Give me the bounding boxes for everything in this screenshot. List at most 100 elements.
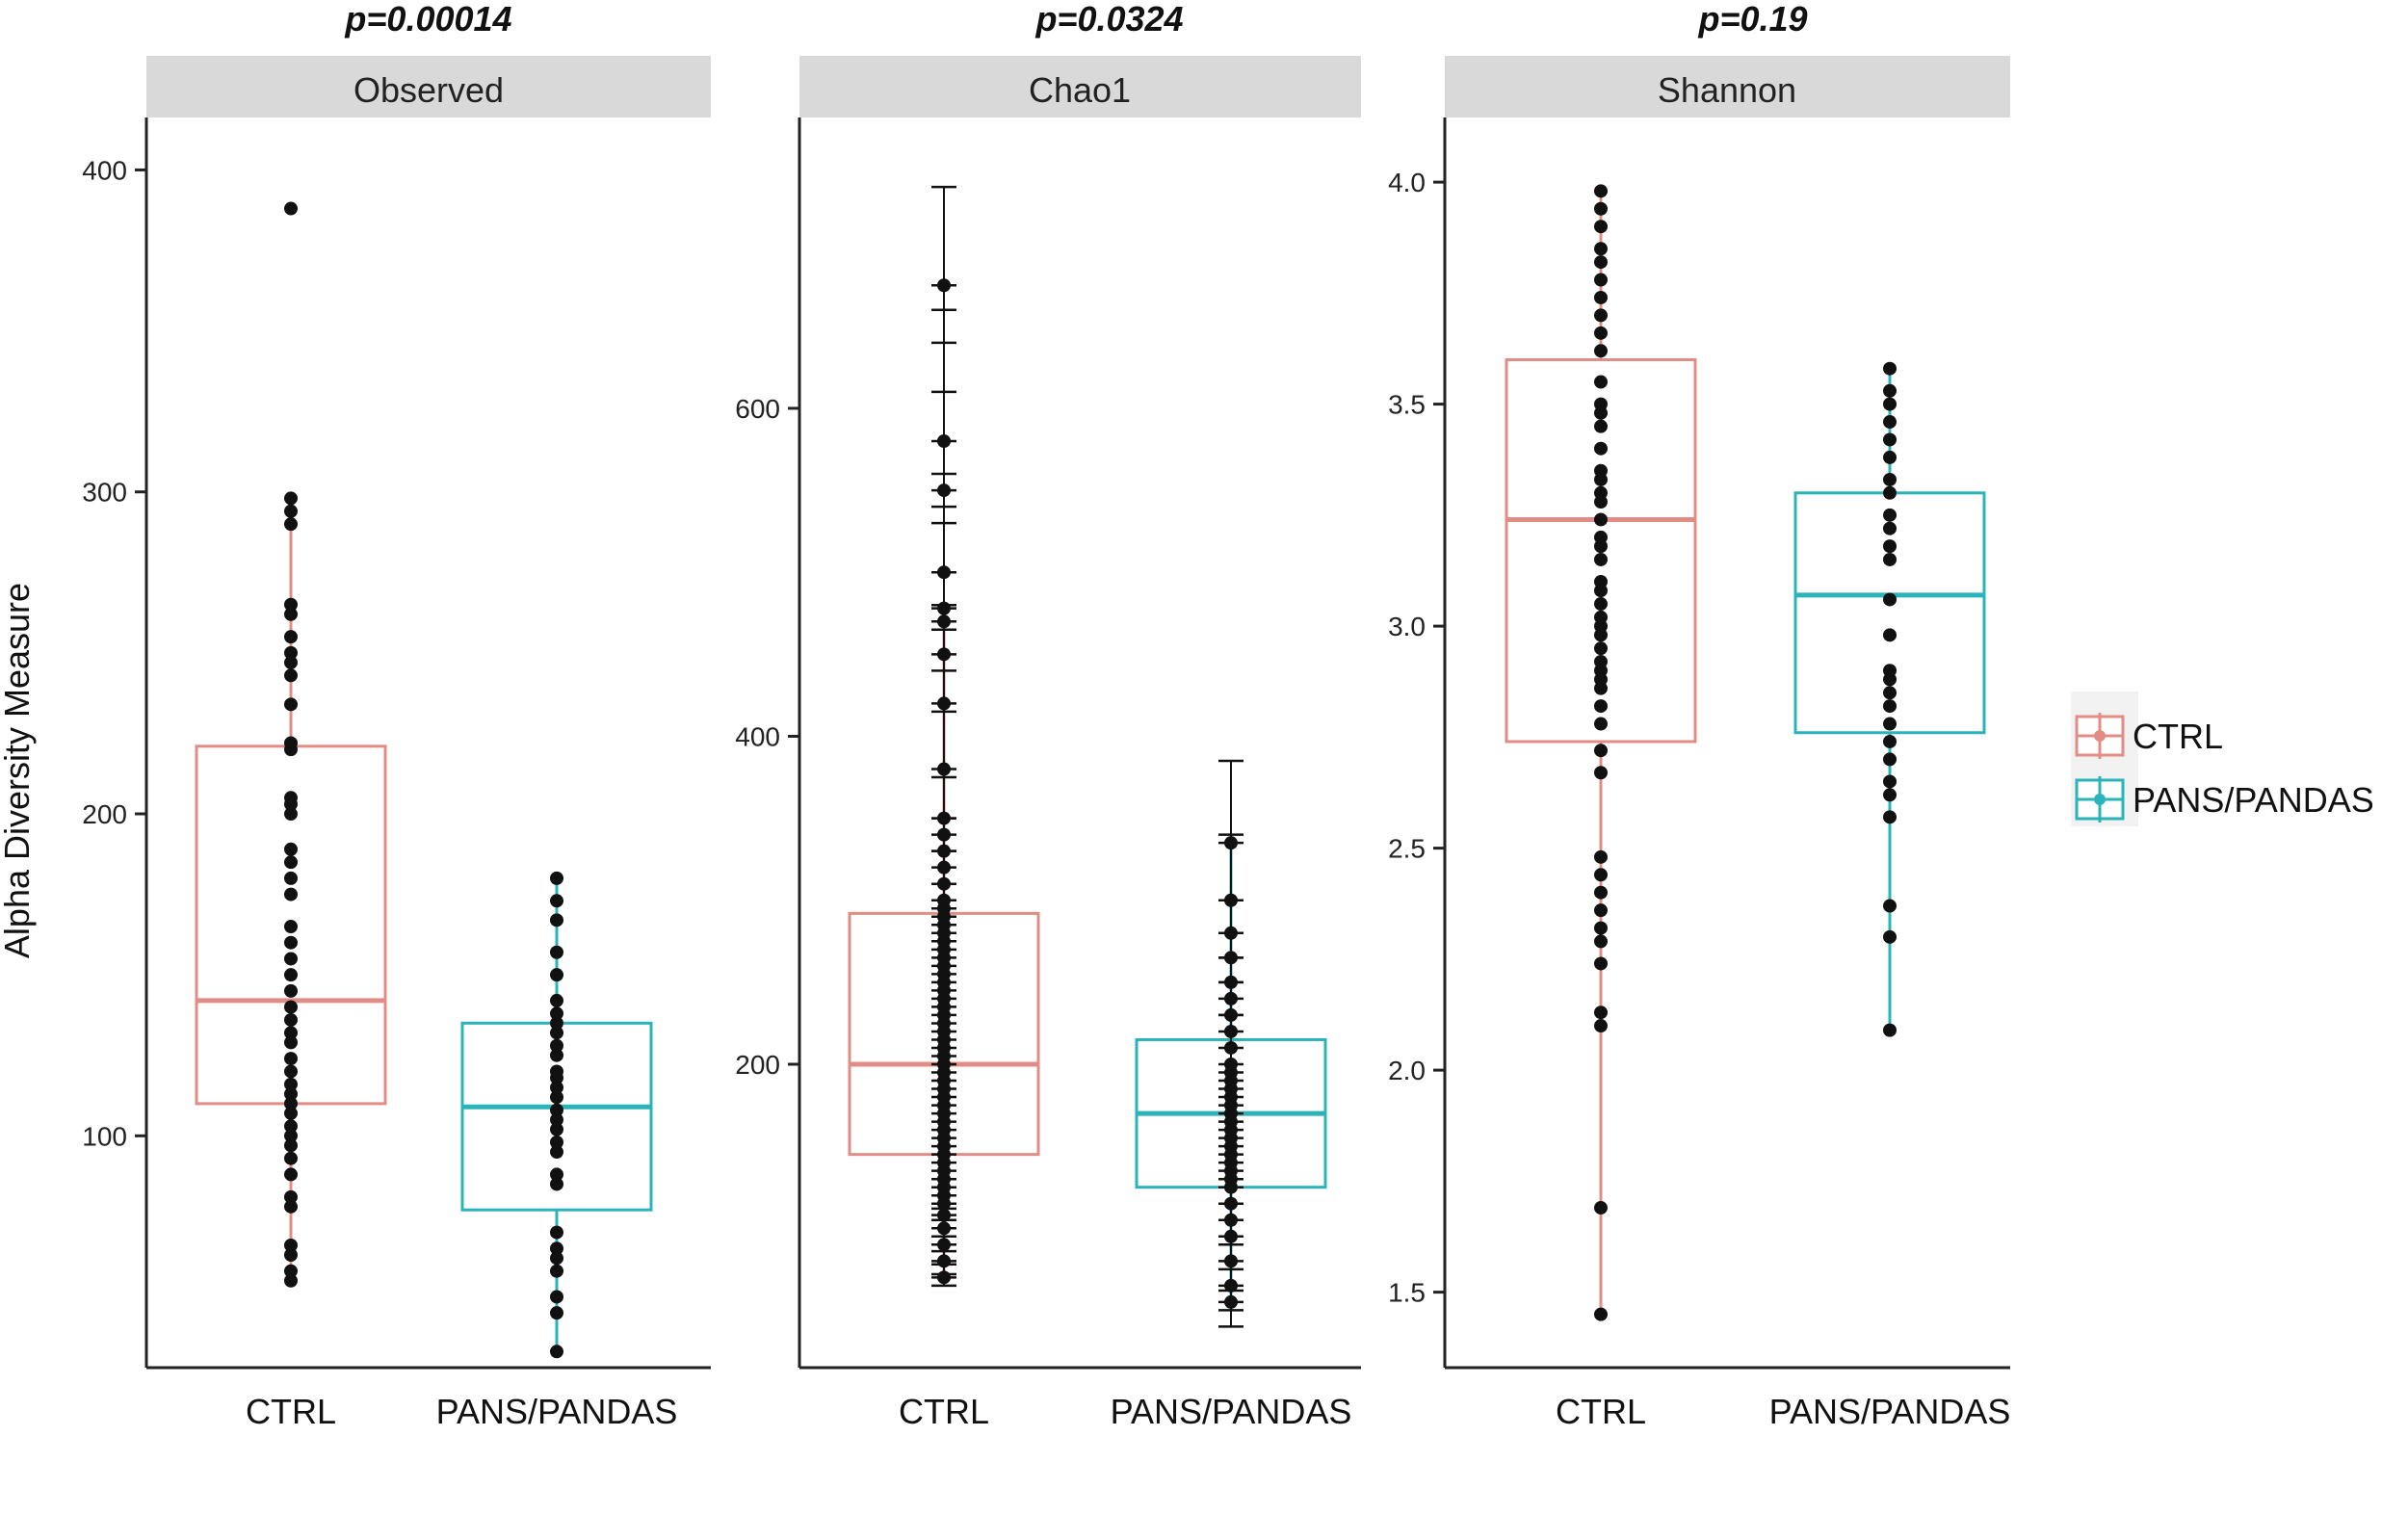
observed-ctrl-point [284,645,298,660]
chao1-ytick-label: 200 [735,1050,780,1080]
observed-ctrl-point [284,607,298,621]
observed-pans-point [550,913,563,927]
shannon-ctrl-point [1594,441,1608,456]
chao1-pans-point [1224,926,1238,940]
observed-ctrl-point [284,597,298,612]
shannon-ytick-label: 3.0 [1388,612,1426,641]
observed-pans-point [550,1345,563,1359]
observed-ctrl-point [284,655,298,669]
shannon-pans-point [1883,734,1897,748]
legend-entry-pans: PANS/PANDAS [2075,776,2374,823]
observed-pans-point [550,1225,563,1240]
observed-pans-point [550,1016,563,1031]
chao1-pans-point [1224,1058,1238,1072]
chao1-pans-point [1224,1196,1238,1211]
observed-ctrl-point [284,1106,298,1120]
chao1-pans-point [1224,951,1238,965]
observed-ctrl-point [284,736,298,750]
shannon-pans-point [1883,929,1897,944]
panel-chao1-pvalue: p=0.0324 [1034,0,1183,39]
chao1-ctrl-point [937,278,951,293]
panel-shannon-xtick-ctrl: CTRL [1556,1392,1646,1431]
chao1-ctrl-point [937,1208,951,1222]
legend-label-pans: PANS/PANDAS [2133,780,2374,820]
chao1-ctrl-point [937,647,951,662]
observed-ctrl-point [284,201,298,216]
observed-ytick-label: 300 [82,478,127,508]
chao1-ctrl-point [937,601,951,615]
observed-ctrl-point [284,1189,298,1204]
panel-observed-strip-label: Observed [353,70,504,110]
observed-ctrl-point [284,1273,298,1288]
shannon-ctrl-point [1594,717,1608,731]
shannon-pans-point [1883,508,1897,522]
observed-ctrl-point [284,1167,298,1182]
observed-ctrl-point [284,871,298,885]
observed-ctrl-point [284,935,298,950]
observed-ctrl-point [284,983,298,998]
observed-pans-point [550,1135,563,1149]
shannon-ctrl-point [1594,597,1608,612]
observed-ytick-label: 200 [82,799,127,829]
shannon-ctrl-point [1594,868,1608,882]
chao1-ctrl-point [937,844,951,858]
chao1-ctrl-point [937,614,951,629]
shannon-pans-point [1883,450,1897,464]
shannon-pans-point [1883,774,1897,789]
shannon-ytick-label: 2.0 [1388,1056,1426,1085]
shannon-ctrl-point [1594,375,1608,389]
panel-shannon-marks: 1.5 2.0 2.5 3.0 3.5 4.0 [1388,168,1986,1321]
chao1-pans-point [1224,1007,1238,1022]
observed-pans-point [550,1167,563,1182]
shannon-pans-point [1883,539,1897,554]
chao1-ctrl-point [937,1221,951,1236]
shannon-pans-point [1883,485,1897,500]
shannon-ctrl-point [1594,273,1608,287]
chao1-ctrl-point [937,1254,951,1268]
observed-ctrl-point [284,1035,298,1050]
shannon-ctrl-point [1594,885,1608,900]
chao1-ctrl-point [937,565,951,580]
observed-pans-point [550,1090,563,1105]
shannon-pans-point [1883,752,1897,767]
observed-pans-point [550,1064,563,1079]
legend: CTRL PANS/PANDAS [2071,692,2374,826]
shannon-ctrl-point [1594,463,1608,478]
panel-chao1-xtick-pans: PANS/PANDAS [1111,1392,1352,1431]
chao1-pans-point [1224,1024,1238,1038]
chao1-pans-point [1224,1229,1238,1243]
observed-ctrl-point [284,1247,298,1262]
shannon-ctrl-point [1594,530,1608,544]
shannon-ytick-label: 1.5 [1388,1278,1426,1308]
observed-ctrl-point [284,1129,298,1143]
shannon-pans-point [1883,788,1897,802]
observed-pans-point [550,1122,563,1136]
y-axis-label: Alpha Diversity Measure [0,583,37,958]
observed-pans-point [550,1026,563,1040]
chao1-pans-point [1224,1040,1238,1055]
observed-pans-point [550,1290,563,1304]
observed-pans-point [550,1145,563,1160]
panel-observed-xtick-ctrl: CTRL [246,1392,336,1431]
shannon-pans-point [1883,397,1897,411]
shannon-ctrl-point [1594,1201,1608,1215]
observed-ytick-label: 400 [82,155,127,185]
chao1-ytick-label: 600 [735,394,780,424]
shannon-ctrl-point [1594,344,1608,358]
observed-ctrl-point [284,1012,298,1027]
panel-chao1-strip-label: Chao1 [1029,70,1131,110]
shannon-pans-point [1883,521,1897,535]
observed-ctrl-point [284,855,298,870]
shannon-pans-point [1883,810,1897,824]
shannon-pans-point [1883,432,1897,447]
shannon-ctrl-point [1594,397,1608,411]
observed-ctrl-point [284,968,298,982]
shannon-ctrl-point [1594,184,1608,198]
chao1-ctrl-point [937,876,951,891]
observed-ctrl-point [284,517,298,532]
observed-pans-point [550,1081,563,1095]
shannon-pans-point [1883,383,1897,398]
observed-ctrl-point [284,1199,298,1214]
chao1-ytick-label: 400 [735,721,780,751]
